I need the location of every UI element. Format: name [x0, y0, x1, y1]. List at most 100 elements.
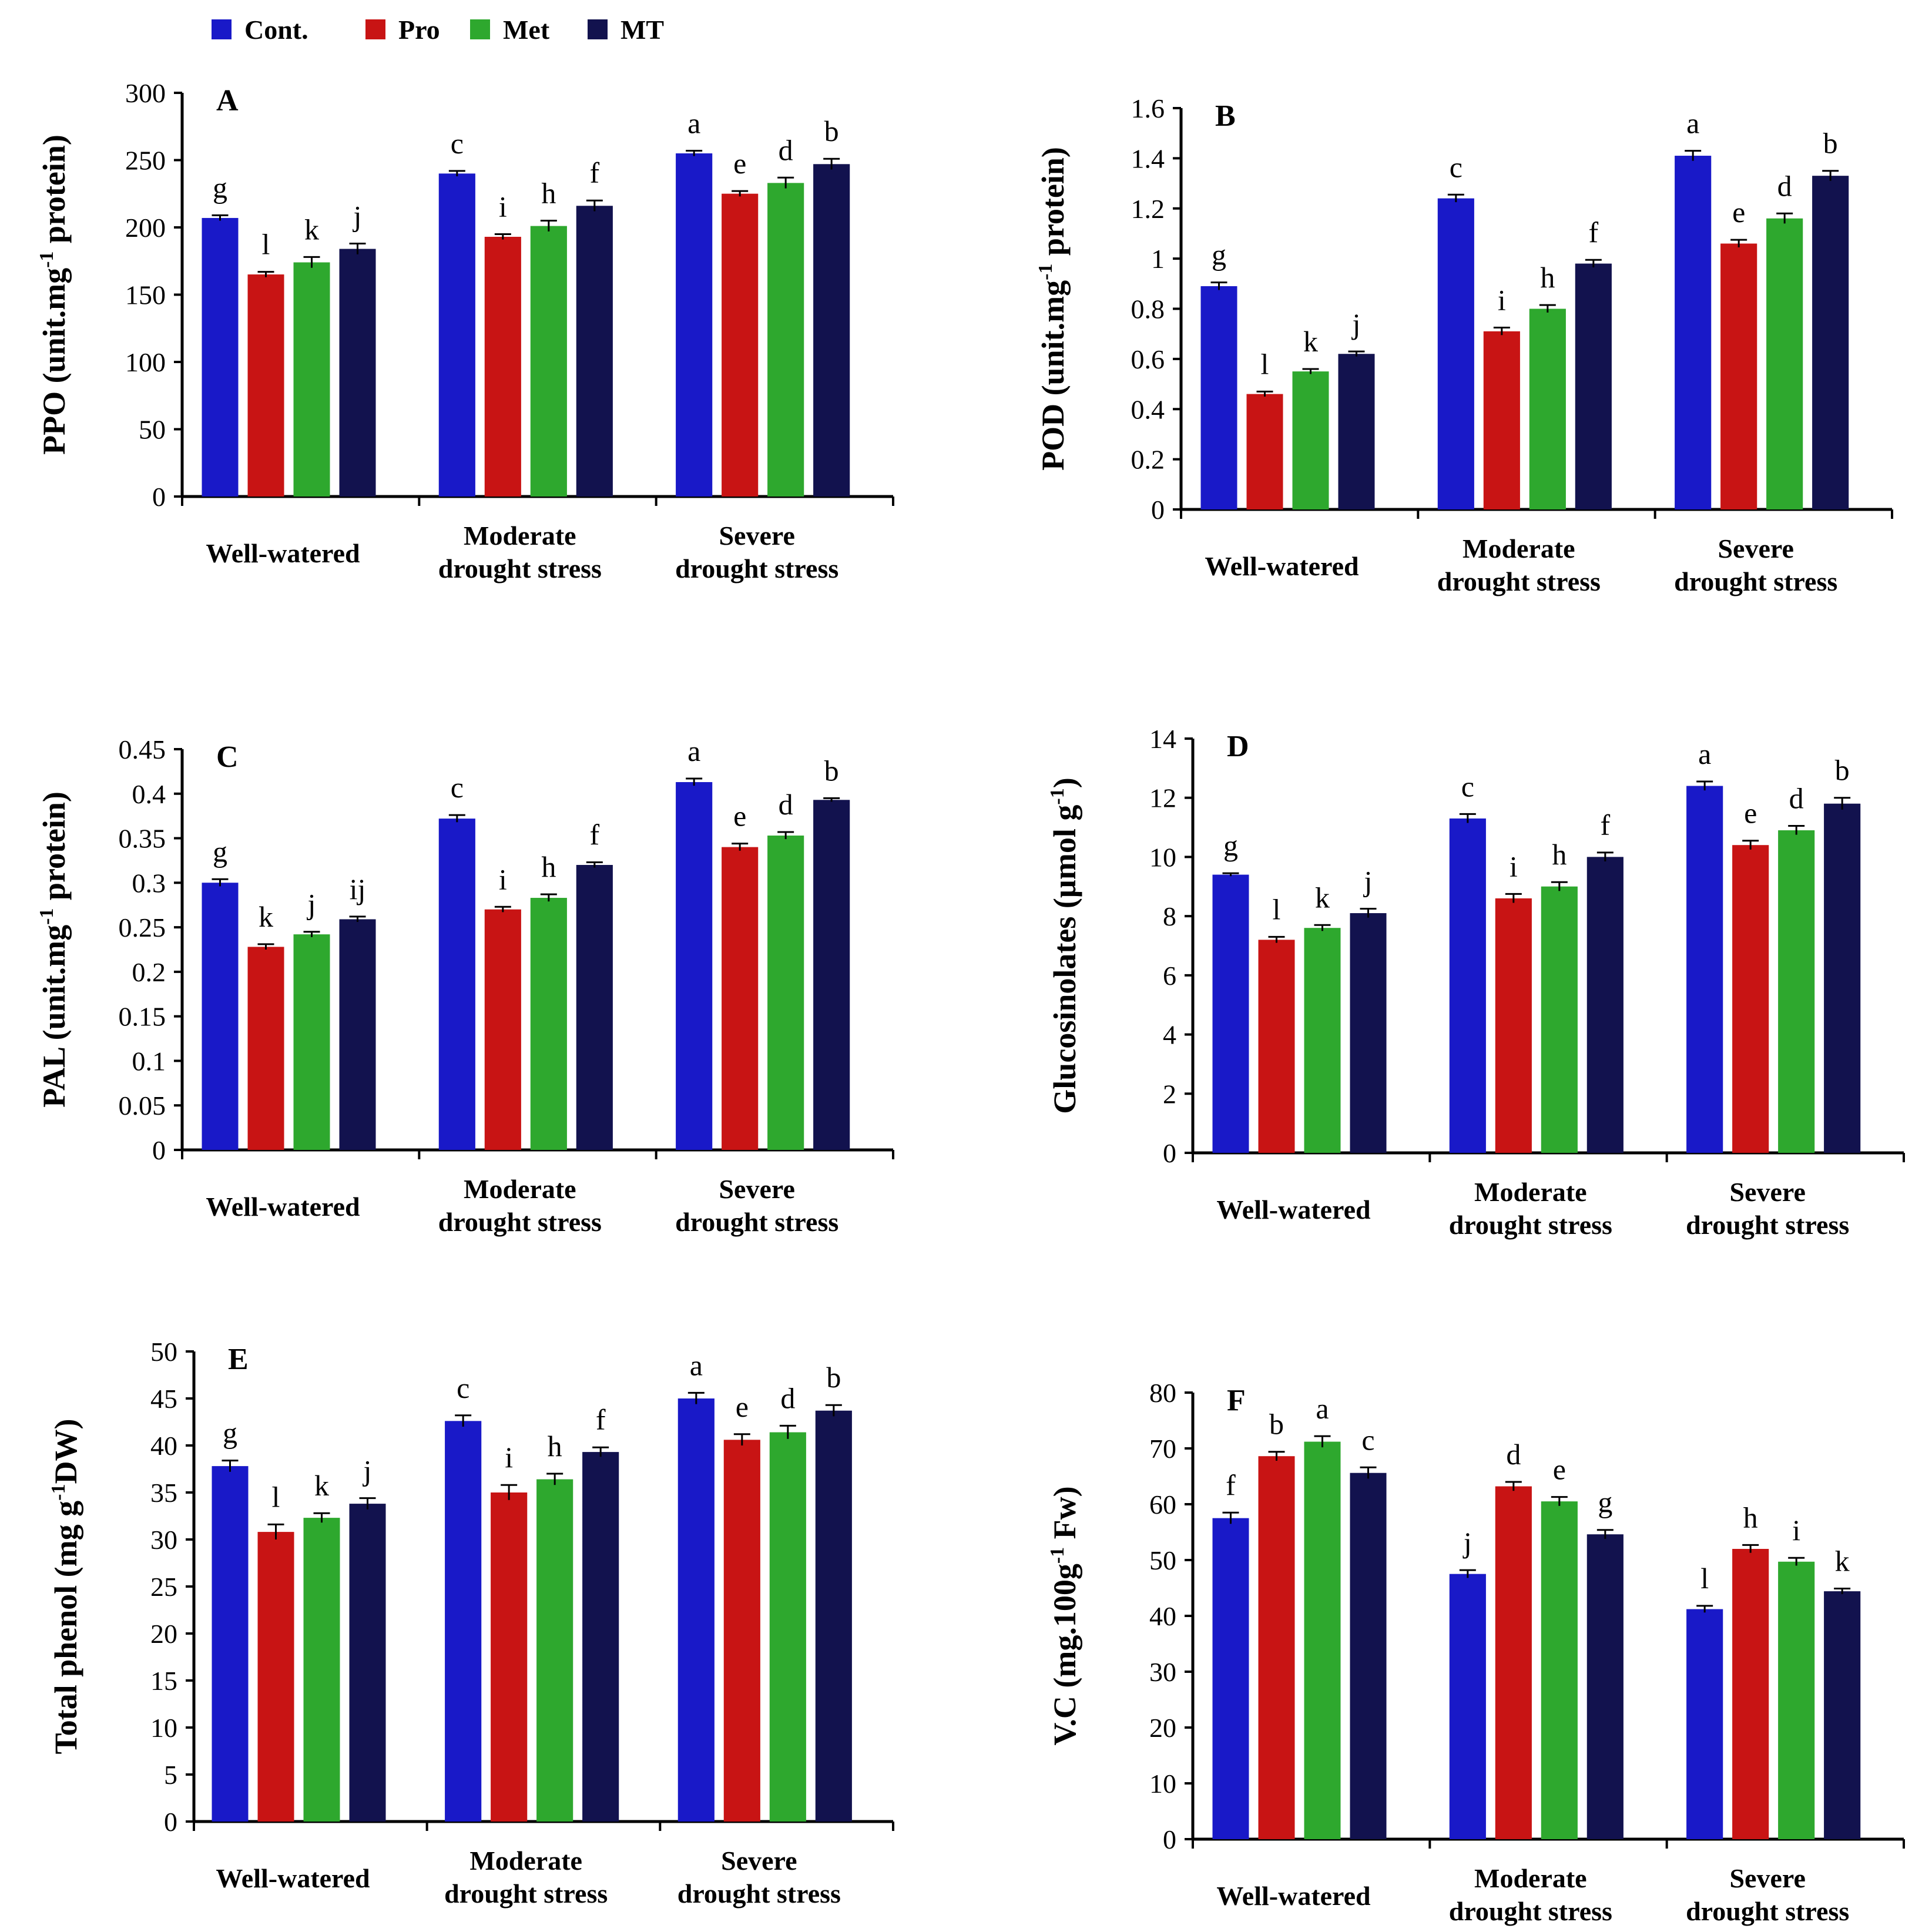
panel-b-sig-letter: l [1261, 347, 1269, 380]
panel-c-bar-shade [293, 934, 330, 1150]
panel-b-chart: 0 0.2 0.4 0.6 0.8 1 1.2 1.4 1.6 B POD (unit.mg-1 p… [1035, 93, 1893, 596]
panel-a-bar-shade [484, 237, 521, 497]
panel-e-sig-letter: k [314, 1469, 329, 1502]
panel-d-bar-shade [1824, 803, 1861, 1153]
panel-b-sig-letter: d [1777, 169, 1792, 202]
panel-f-y-tick-label: 80 [1149, 1378, 1176, 1408]
panel-b-sig-letter: j [1351, 307, 1361, 340]
panel-f-bar-shade [1778, 1561, 1815, 1839]
panel-b-bar-shade [1338, 354, 1375, 509]
panel-f-sig-letter: g [1598, 1486, 1612, 1519]
panel-c-y-tick-label: 0.25 [119, 913, 166, 942]
panel-d-y-tick-label: 10 [1149, 842, 1176, 872]
panel-b-sig-letter: f [1589, 216, 1599, 249]
panel-a-bar-shade [767, 183, 804, 497]
panel-b-sig-letter: i [1498, 284, 1506, 317]
legend-item-pro: Pro [365, 6, 440, 53]
panel-a-y-axis-title-tail: protein) [36, 135, 72, 251]
panel-d-sig-letter: d [1789, 782, 1804, 815]
panel-e-y-tick-label: 35 [150, 1478, 177, 1508]
panel-f-y-axis-title-tail: Fw) [1047, 1486, 1082, 1547]
panel-e-sig-letter: c [457, 1371, 469, 1404]
panel-c-y-axis-title-tail: protein) [36, 791, 72, 908]
panel-f-category-label: Moderate [1474, 1863, 1587, 1893]
panel-b-bar-shade [1437, 198, 1474, 509]
panel-f-y-tick-label: 30 [1149, 1657, 1176, 1687]
panel-c-y-tick-label: 0.35 [119, 824, 166, 854]
panel-e-category-label: drought stress [444, 1879, 608, 1908]
panel-c-category-label: Well-watered [206, 1192, 360, 1222]
panel-b-bar-shade [1812, 176, 1849, 510]
panel-b-y-axis-title: POD (unit.mg-1 protein) [1035, 147, 1071, 471]
panel-e-y-axis-title-sup: -1 [48, 1484, 69, 1501]
panel-d-bar-shade [1258, 940, 1295, 1153]
panel-a-letter: A [216, 84, 239, 118]
panel-d-sig-letter: l [1273, 893, 1281, 925]
panel-a-sig-letter: j [353, 199, 362, 232]
panel-f-y-axis-title: V.C (mg.100g-1 Fw) [1046, 1486, 1082, 1745]
panel-d-category-label: drought stress [1449, 1210, 1612, 1240]
panel-a-bar-shade [676, 153, 713, 497]
panel-d-chart: 0 2 4 6 8 10 12 14 D Glucosinolates (µmol g-1) g l k… [1046, 724, 1905, 1240]
panel-c-bar-shade [722, 847, 759, 1150]
panel-f-y-axis-title-main: V.C (mg.100g [1047, 1564, 1082, 1746]
panel-b-sig-letter: h [1540, 261, 1555, 294]
legend-swatch-cont [212, 19, 232, 39]
panel-b-bar-shade [1246, 394, 1283, 509]
panel-c-y-axis-title-sup: -1 [36, 908, 58, 925]
panel-e-sig-letter: h [548, 1430, 562, 1463]
panel-d-y-tick-label: 6 [1163, 961, 1176, 991]
panel-e-bar-shade [212, 1466, 249, 1822]
panel-a-sig-letter: c [451, 127, 464, 160]
panel-c-bar-shade [576, 865, 613, 1150]
panel-f-letter: F [1227, 1384, 1246, 1417]
panel-c-sig-letter: c [451, 771, 464, 804]
panel-e-bar-shade [349, 1504, 386, 1822]
panel-d-y-tick-label: 2 [1163, 1079, 1176, 1109]
panel-c-sig-letter: a [687, 734, 700, 767]
panel-b-bar-shade [1200, 286, 1237, 509]
panel-c-y-tick-label: 0.3 [132, 868, 166, 898]
panel-a-bar-shade [576, 206, 613, 497]
panel-c-sig-letter: k [259, 900, 273, 933]
panel-a-y-tick-label: 300 [125, 78, 166, 108]
panel-d-bar-shade [1495, 898, 1532, 1153]
panel-d-sig-letter: k [1315, 881, 1330, 914]
panel-c-letter: C [216, 740, 239, 774]
panel-e-y-tick-label: 30 [150, 1525, 177, 1555]
panel-b-y-axis-title-main: POD (unit.mg [1035, 280, 1071, 471]
panel-b-category-label: Moderate [1463, 534, 1575, 564]
panel-d-y-tick-label: 0 [1163, 1138, 1176, 1168]
panel-d-y-axis-title-tail: ) [1047, 777, 1082, 788]
panel-b-y-tick-label: 0.8 [1131, 294, 1165, 324]
panel-e-sig-letter: i [505, 1441, 513, 1474]
panel-d-bar-shade [1732, 845, 1769, 1153]
panel-f-bar-shade [1304, 1441, 1341, 1839]
panel-f-bar-shade [1258, 1456, 1295, 1839]
legend-label-cont: Cont. [244, 14, 308, 45]
panel-c-bar-shade [676, 782, 713, 1150]
panel-d-category-label: drought stress [1686, 1210, 1849, 1240]
panel-c-y-axis-title: PAL (unit.mg-1 protein) [36, 791, 72, 1108]
panel-e-y-tick-label: 0 [164, 1807, 177, 1837]
panel-e-y-tick-label: 15 [150, 1666, 177, 1696]
panel-c-bar-shade [202, 883, 239, 1150]
panel-b-y-tick-label: 1 [1151, 244, 1165, 274]
panel-d-letter: D [1227, 730, 1249, 763]
panel-f-y-axis-title-sup: -1 [1046, 1547, 1068, 1564]
panel-e-y-tick-label: 10 [150, 1713, 177, 1743]
panel-e-bar-shade [582, 1452, 619, 1822]
panel-c-sig-letter: f [590, 818, 600, 851]
panel-a-y-tick-label: 150 [125, 280, 166, 310]
panel-b-y-tick-label: 1.6 [1131, 93, 1165, 123]
panel-e-chart: 0 5 10 15 20 25 30 35 40 45 50 E Total phenol (mg g-… [48, 1337, 894, 1908]
panel-e-y-tick-label: 5 [164, 1760, 177, 1790]
panel-d-category-label: Severe [1729, 1177, 1805, 1207]
panel-b-bar-shade [1766, 218, 1803, 509]
panel-d-sig-letter: j [1363, 865, 1373, 898]
panel-f-y-tick-label: 50 [1149, 1545, 1176, 1575]
panel-e-y-tick-label: 50 [150, 1337, 177, 1367]
panel-e-y-tick-label: 25 [150, 1572, 177, 1602]
legend-label-pro: Pro [398, 14, 440, 45]
panel-f-sig-letter: c [1361, 1423, 1374, 1456]
